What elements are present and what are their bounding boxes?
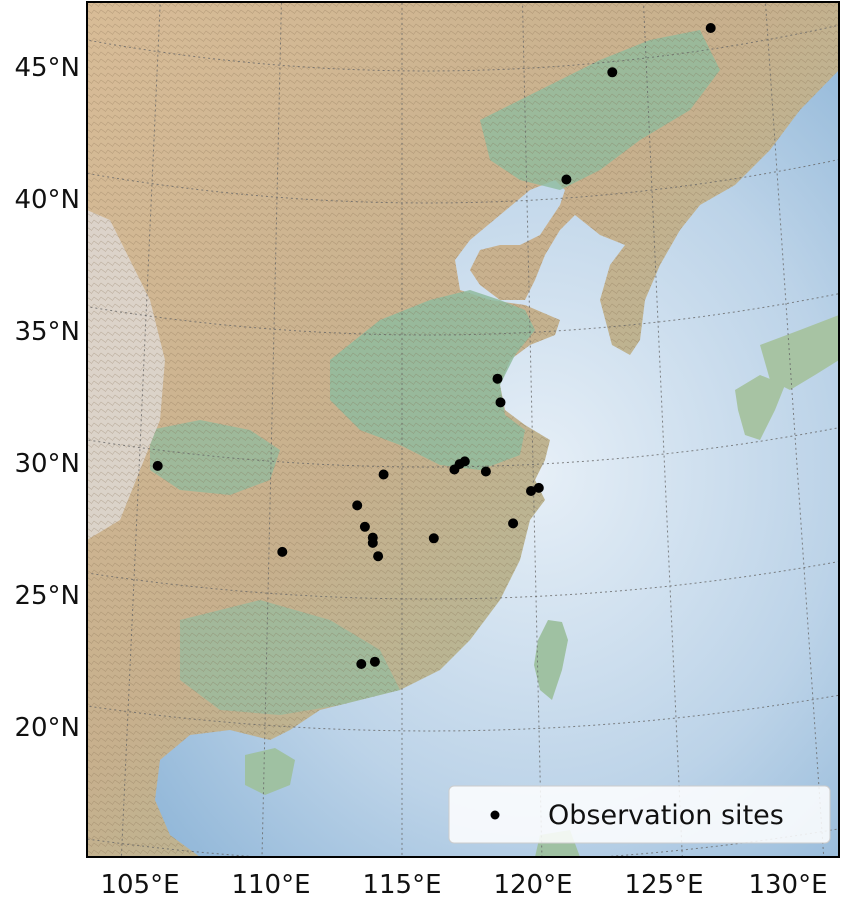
observation-site-marker[interactable] [492, 373, 503, 384]
observation-site-marker[interactable] [369, 656, 380, 667]
relief-shading [87, 2, 839, 857]
island-japan [735, 315, 839, 440]
legend-label: Observation sites [548, 800, 784, 831]
island-hainan [245, 748, 295, 795]
observation-site-marker[interactable] [428, 533, 439, 544]
lon-tick-label: 125°E [624, 870, 703, 900]
graticule-line [120, 2, 161, 857]
lon-tick-label: 110°E [231, 870, 310, 900]
observation-site-marker[interactable] [352, 500, 363, 511]
observation-sites [152, 23, 716, 669]
legend-box [448, 785, 831, 844]
lon-tick-label: 120°E [493, 870, 572, 900]
lat-tick-label: 20°N [14, 713, 80, 743]
graticule-line [261, 2, 282, 857]
observation-site-marker[interactable] [495, 397, 506, 408]
observation-site-marker[interactable] [152, 460, 163, 471]
observation-site-marker[interactable] [378, 469, 389, 480]
observation-site-marker[interactable] [373, 551, 384, 562]
graticule-line [87, 24, 839, 72]
island-taiwan [534, 620, 568, 700]
lon-tick-label: 105°E [100, 870, 179, 900]
observation-site-marker[interactable] [508, 518, 519, 529]
lon-tick-label: 130°E [748, 870, 827, 900]
observation-site-marker[interactable] [533, 482, 544, 493]
lon-tick-label: 115°E [362, 870, 441, 900]
lat-tick-label: 40°N [14, 185, 80, 215]
lat-tick-label: 30°N [14, 449, 80, 479]
observation-site-marker[interactable] [359, 521, 370, 532]
longitude-tick-labels: 105°E 110°E 115°E 120°E 125°E 130°E [100, 870, 827, 900]
observation-site-marker[interactable] [705, 23, 716, 33]
observation-site-marker[interactable] [607, 67, 618, 78]
latitude-tick-labels: 45°N 40°N 35°N 30°N 25°N 20°N [14, 53, 80, 743]
observation-site-marker[interactable] [459, 456, 470, 467]
observation-site-marker[interactable] [449, 464, 460, 475]
observation-site-marker[interactable] [277, 546, 288, 557]
graticule-line [87, 427, 839, 468]
observation-site-marker[interactable] [356, 659, 367, 669]
lat-tick-label: 35°N [14, 317, 80, 347]
observation-site-marker[interactable] [526, 486, 536, 496]
observation-site-marker[interactable] [367, 537, 378, 548]
map-frame [86, 1, 840, 858]
legend: Observation sites [448, 785, 831, 844]
observation-site-marker[interactable] [561, 174, 572, 185]
legend-marker [490, 810, 500, 820]
observation-site-marker[interactable] [480, 466, 491, 477]
lat-tick-label: 45°N [14, 53, 80, 83]
lat-tick-label: 25°N [14, 581, 80, 611]
